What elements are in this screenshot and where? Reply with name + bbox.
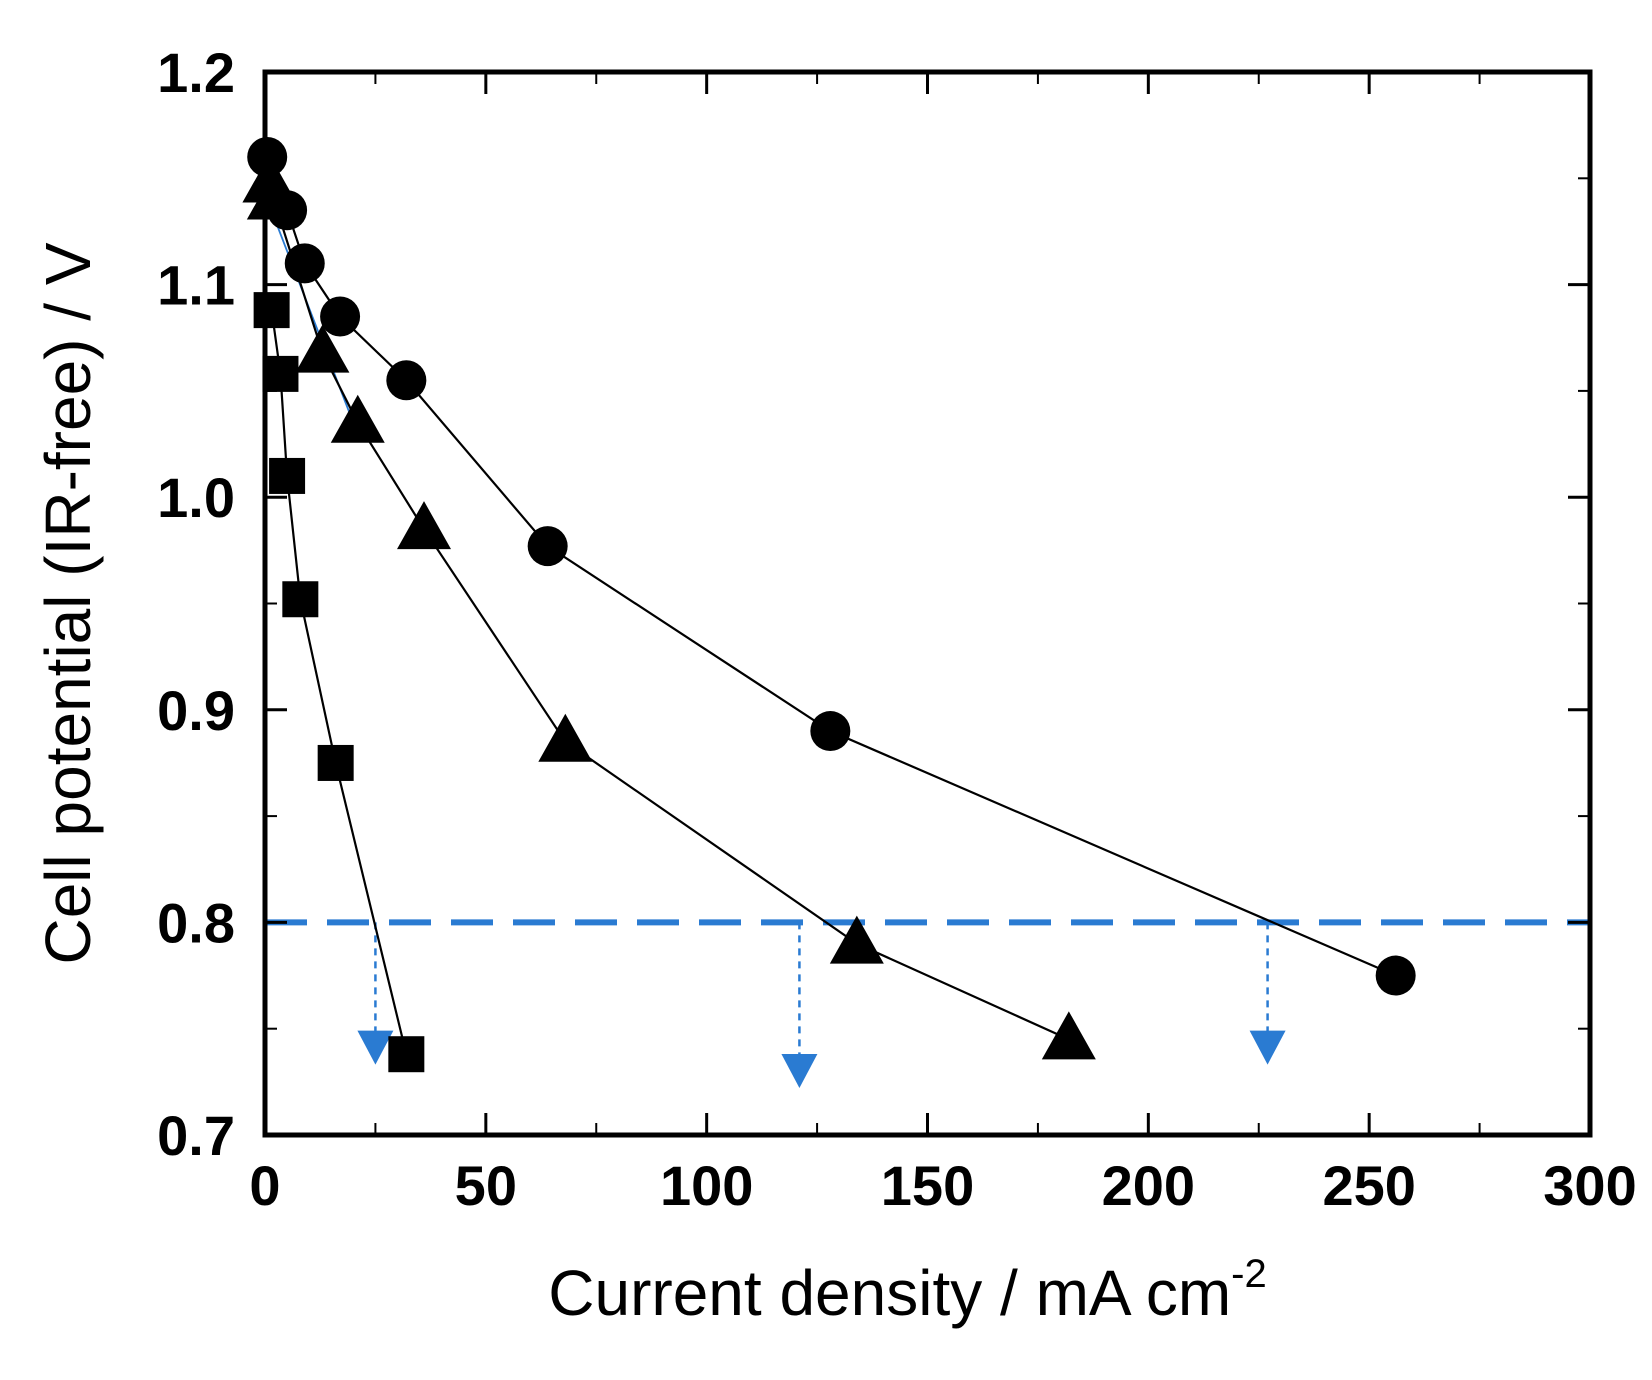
data-point-triangle — [397, 501, 451, 550]
data-point-triangle — [538, 713, 593, 762]
markers-layer — [242, 137, 1416, 1073]
data-point-triangle — [246, 171, 301, 220]
data-point-circle — [320, 296, 361, 337]
data-point-circle — [527, 526, 568, 567]
series-line-circles — [266, 156, 1397, 977]
x-tick-label: 300 — [1543, 1154, 1636, 1217]
y-tick-label: 1.1 — [157, 254, 235, 317]
data-point-circle — [810, 711, 851, 752]
data-point-square — [317, 744, 354, 781]
data-point-triangle — [1041, 1011, 1096, 1060]
y-tick-label: 0.8 — [157, 891, 235, 954]
drop-arrow-head — [357, 1030, 394, 1065]
x-tick-label: 150 — [881, 1154, 974, 1217]
x-axis-title-superscript: -2 — [1231, 1252, 1267, 1296]
x-tick-label: 250 — [1322, 1154, 1415, 1217]
y-tick-label: 1.2 — [157, 41, 235, 104]
y-tick-label: 1.0 — [157, 466, 235, 529]
data-point-square — [269, 457, 306, 494]
reference-layer — [265, 199, 1590, 1088]
data-point-circle — [386, 360, 427, 401]
x-tick-label: 0 — [249, 1154, 280, 1217]
x-tick-label: 50 — [455, 1154, 517, 1217]
ticks-layer: 0 50 100 150 200 250 300 0.7 0.8 0.9 1.0 1.1 1.2 — [157, 41, 1637, 1217]
x-tick-label: 100 — [660, 1154, 753, 1217]
data-point-square — [253, 292, 290, 329]
x-tick-label: 200 — [1102, 1154, 1195, 1217]
data-point-triangle — [295, 324, 350, 373]
x-axis-title-text: Current density / mA cm — [548, 1257, 1231, 1329]
drop-arrow-head — [1249, 1030, 1286, 1065]
data-point-triangle — [829, 915, 884, 964]
y-tick-label: 0.7 — [157, 1104, 235, 1167]
drop-arrow-head — [781, 1053, 818, 1088]
series-line-squares — [270, 309, 408, 1055]
data-point-square — [282, 581, 319, 618]
y-tick-label: 0.9 — [157, 679, 235, 742]
series-line-triangles — [268, 182, 1070, 1041]
y-axis-title: Cell potential (IR-free) / V — [32, 242, 104, 964]
data-point-circle — [1375, 955, 1416, 996]
data-point-triangle — [330, 394, 385, 443]
data-point-square — [262, 355, 299, 392]
data-point-circle — [284, 243, 325, 284]
data-point-square — [388, 1036, 425, 1073]
x-axis-title: Current density / mA cm-2 — [548, 1252, 1266, 1329]
